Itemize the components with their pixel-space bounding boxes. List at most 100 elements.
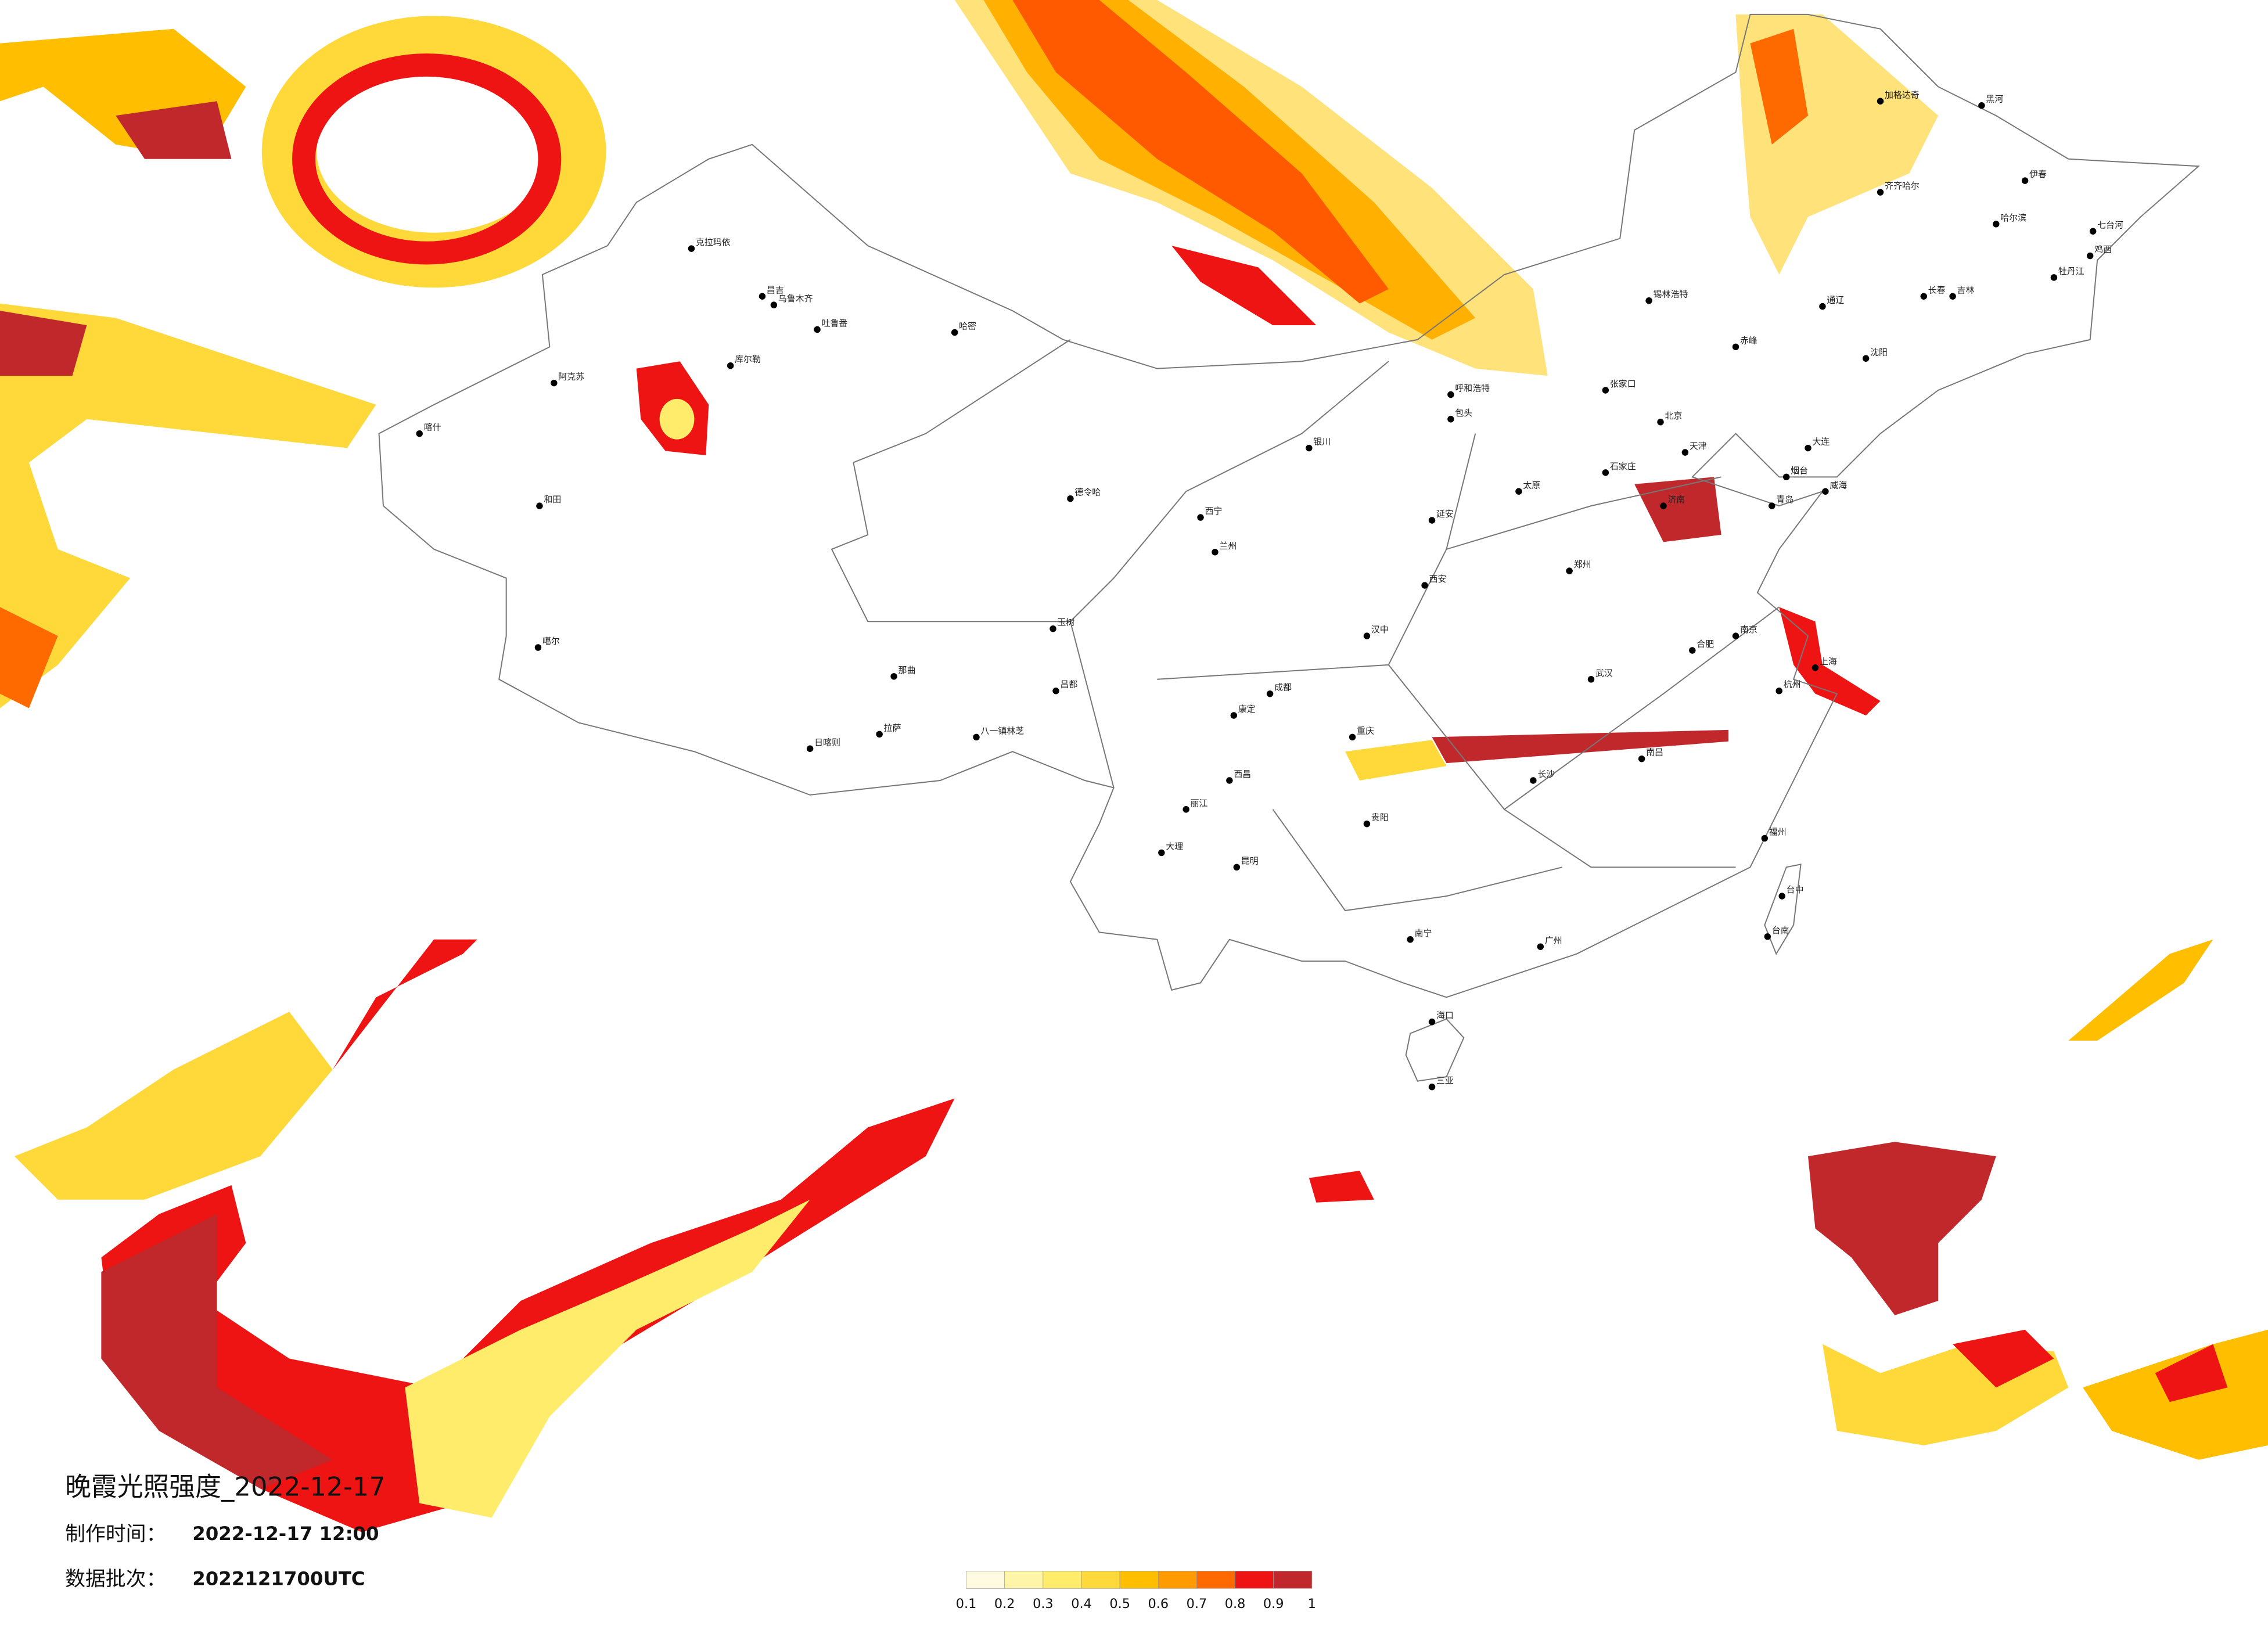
city-dot xyxy=(1764,933,1771,940)
colorbar-tick-label: 1 xyxy=(1308,1596,1316,1611)
city-label: 那曲 xyxy=(898,665,916,675)
production-time-label: 制作时间： xyxy=(65,1523,166,1546)
city-dot xyxy=(1197,514,1204,521)
city-label: 福州 xyxy=(1769,827,1787,837)
city-dot xyxy=(1447,416,1454,423)
city-label: 昌都 xyxy=(1060,679,1077,690)
city-dot xyxy=(1428,517,1436,524)
city-label: 延安 xyxy=(1436,509,1454,519)
island-outline xyxy=(1764,864,1802,955)
city-dot xyxy=(551,379,558,387)
city-dot xyxy=(1158,849,1165,857)
city-dot xyxy=(759,293,766,300)
city-dot xyxy=(1993,221,2000,228)
city-label: 南昌 xyxy=(1646,747,1663,758)
colorbar-tick-label: 0.8 xyxy=(1225,1596,1246,1611)
city-label: 三亚 xyxy=(1436,1075,1454,1086)
city-label: 合肥 xyxy=(1696,639,1714,649)
city-dot xyxy=(2050,274,2058,281)
city-label: 丽江 xyxy=(1191,798,1208,808)
colorbar-swatch xyxy=(1081,1571,1120,1589)
data-batch-label: 数据批次： xyxy=(65,1567,166,1591)
colorbar-tick-label: 0.3 xyxy=(1033,1596,1054,1611)
city-dot xyxy=(1407,936,1414,943)
city-label: 康定 xyxy=(1238,704,1256,714)
city-label: 烟台 xyxy=(1791,465,1808,476)
island-outline xyxy=(1405,1018,1465,1082)
city-dot xyxy=(1920,293,1928,300)
city-label: 成都 xyxy=(1274,682,1292,693)
city-label: 昆明 xyxy=(1241,855,1259,866)
city-dot xyxy=(1602,469,1609,476)
city-dot xyxy=(688,245,695,252)
city-label: 伊春 xyxy=(2029,169,2047,179)
heat-region xyxy=(1012,0,1389,304)
heat-region xyxy=(332,939,477,1070)
city-dot xyxy=(1349,733,1356,741)
colorbar-swatch xyxy=(966,1571,1005,1589)
colorbar-swatch xyxy=(1235,1571,1274,1589)
city-label: 库尔勒 xyxy=(735,354,761,365)
city-label: 呼和浩特 xyxy=(1455,383,1490,394)
city-dot xyxy=(536,502,543,509)
city-label: 张家口 xyxy=(1610,379,1636,389)
city-label: 吉林 xyxy=(1957,285,1975,295)
heat-region xyxy=(1309,1171,1374,1203)
heat-region xyxy=(1634,477,1721,542)
colorbar-tick-label: 0.7 xyxy=(1187,1596,1207,1611)
colorbar-swatch xyxy=(1004,1571,1044,1589)
city-dot xyxy=(1877,189,1884,196)
city-dot xyxy=(1230,712,1238,719)
city-label: 玉树 xyxy=(1058,617,1075,628)
city-label: 齐齐哈尔 xyxy=(1885,181,1920,191)
city-label: 昌吉 xyxy=(767,285,784,295)
city-dot xyxy=(770,301,778,308)
production-time-value: 2022-12-17 12:00 xyxy=(192,1523,379,1545)
city-dot xyxy=(1421,582,1428,589)
city-dot xyxy=(1660,502,1667,509)
city-dot xyxy=(2086,252,2094,260)
city-label: 拉萨 xyxy=(884,722,901,733)
heat-region xyxy=(0,311,87,376)
heat-region xyxy=(116,101,232,159)
city-label: 德令哈 xyxy=(1074,487,1101,498)
city-dot xyxy=(1657,419,1664,426)
city-dot xyxy=(1645,297,1652,304)
city-label: 喀什 xyxy=(424,422,441,433)
city-dot xyxy=(1782,473,1790,481)
city-label: 大理 xyxy=(1166,841,1183,851)
heat-region xyxy=(659,398,695,440)
boundaries xyxy=(378,13,2200,1082)
city-dot xyxy=(1363,820,1371,828)
city-label: 沈阳 xyxy=(1870,347,1888,357)
heat-region xyxy=(1171,246,1317,325)
city-label: 西安 xyxy=(1429,574,1447,584)
city-dot xyxy=(1811,664,1819,671)
city-label: 牡丹江 xyxy=(2058,266,2084,276)
city-label: 噶尔 xyxy=(542,636,560,646)
city-dot xyxy=(1769,502,1775,509)
city-dot xyxy=(1819,303,1826,310)
city-dot xyxy=(1732,632,1739,639)
map-title: 晚霞光照强度_2022-12-17 xyxy=(65,1472,386,1502)
city-dot xyxy=(1761,834,1769,842)
city-label: 七台河 xyxy=(2097,220,2123,230)
city-dot xyxy=(1226,777,1233,784)
city-label: 北京 xyxy=(1665,411,1682,421)
city-dot xyxy=(727,362,734,369)
city-dot xyxy=(890,673,897,680)
city-dot xyxy=(1266,690,1274,697)
city-label: 汉中 xyxy=(1371,624,1389,635)
city-label: 重庆 xyxy=(1357,725,1374,736)
city-dot xyxy=(876,731,883,738)
city-label: 石家庄 xyxy=(1610,461,1636,472)
city-dot xyxy=(1805,444,1811,452)
city-dot xyxy=(1212,549,1219,556)
city-dot xyxy=(1566,567,1573,574)
city-dot xyxy=(1428,1083,1436,1091)
city-label: 克拉玛依 xyxy=(696,237,731,247)
city-label: 南宁 xyxy=(1415,928,1432,938)
colorbar-tick-label: 0.2 xyxy=(994,1596,1015,1611)
